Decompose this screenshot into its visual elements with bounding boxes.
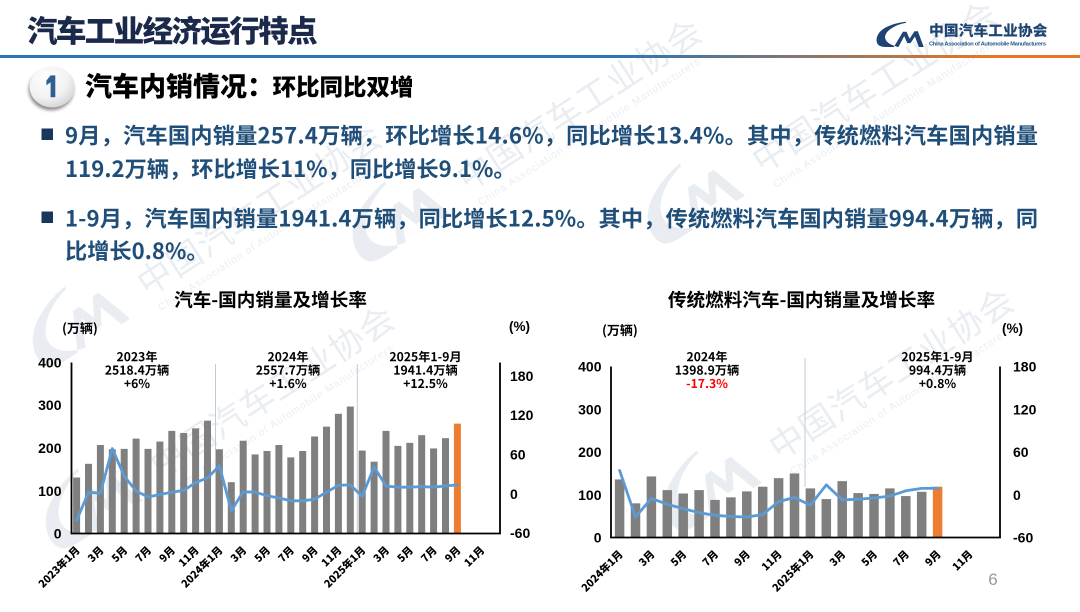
svg-text:China Association of Automobil: China Association of Automobile Manufact…	[929, 41, 1046, 47]
svg-text:200: 200	[578, 444, 602, 460]
svg-text:-60: -60	[510, 525, 530, 541]
svg-text:0: 0	[594, 530, 602, 546]
svg-text:400: 400	[578, 359, 602, 375]
svg-text:6: 6	[988, 570, 997, 589]
svg-text:60: 60	[1013, 444, 1029, 460]
svg-text:120: 120	[510, 407, 534, 423]
svg-text:(%): (%)	[509, 319, 530, 334]
svg-text:100: 100	[578, 487, 602, 503]
svg-text:0: 0	[510, 486, 518, 502]
svg-text:180: 180	[1013, 359, 1037, 375]
svg-text:300: 300	[38, 397, 62, 413]
svg-text:60: 60	[510, 447, 526, 463]
svg-text:300: 300	[578, 401, 602, 417]
svg-text:0: 0	[54, 526, 62, 542]
svg-text:-60: -60	[1013, 530, 1033, 546]
svg-text:120: 120	[1013, 401, 1037, 417]
svg-text:0: 0	[1013, 487, 1021, 503]
svg-text:180: 180	[510, 368, 534, 384]
svg-text:400: 400	[38, 355, 62, 371]
svg-text:(%): (%)	[1002, 321, 1023, 336]
svg-text:100: 100	[38, 483, 62, 499]
svg-text:200: 200	[38, 440, 62, 456]
